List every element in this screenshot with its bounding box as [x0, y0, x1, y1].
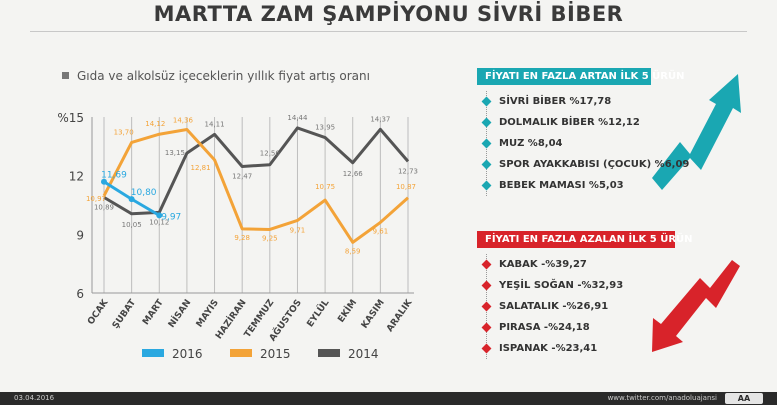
data-label: 14,37 [370, 115, 390, 123]
chart-subtitle-text: Gıda ve alkolsüz içeceklerin yıllık fiya… [77, 69, 370, 83]
top-decreases-list: KABAK -%39,27 YEŞİL SOĞAN -%32,93 SALATA… [481, 254, 624, 359]
list-item: BEBEK MAMASI %5,03 [481, 175, 689, 196]
list-item-label: DOLMALIK BİBER %12,12 [499, 117, 640, 128]
data-label: 12,47 [232, 172, 252, 180]
data-label: 10,89 [94, 203, 114, 211]
y-tick-label: 12 [69, 170, 84, 184]
data-label: 14,36 [173, 117, 194, 125]
data-label: 10,87 [396, 183, 416, 191]
list-item-label: ISPANAK -%23,41 [499, 343, 598, 354]
series-line-2015 [102, 128, 409, 244]
data-label: 10,80 [131, 188, 157, 198]
data-label: 9,61 [373, 227, 389, 235]
data-label: 12,66 [343, 170, 364, 178]
list-item-label: SPOR AYAKKABISI (ÇOCUK) %6,09 [499, 159, 690, 170]
legend-2015: 2015 [230, 347, 291, 361]
list-item: DOLMALIK BİBER %12,12 [481, 112, 689, 133]
data-label: 14,12 [145, 120, 165, 128]
data-label: 9,71 [290, 226, 306, 234]
page-title: MARTTA ZAM ŞAMPİYONU SİVRİ BİBER [153, 2, 624, 26]
data-label: 8,59 [345, 247, 361, 255]
down-trend-arrow-icon [652, 260, 740, 352]
data-label: 9,97 [161, 212, 181, 222]
data-point [101, 178, 107, 185]
list-item: SPOR AYAKKABISI (ÇOCUK) %6,09 [481, 154, 690, 175]
y-axis-label: %15 [57, 111, 84, 125]
top-increases-heading: FİYATI EN FAZLA ARTAN İLK 5 ÜRÜN [477, 68, 684, 85]
x-tick-label: MAYIS [195, 298, 221, 329]
data-label: 13,95 [315, 124, 335, 132]
data-label: 11,69 [101, 171, 127, 181]
data-label: 12,73 [398, 167, 418, 175]
chart-series [101, 126, 410, 244]
legend-2014: 2014 [318, 347, 379, 361]
list-item: SALATALIK -%26,91 [481, 296, 623, 317]
x-tick-label: MART [141, 297, 166, 327]
data-label: 14,11 [205, 120, 225, 128]
list-item-label: PIRASA -%24,18 [499, 322, 590, 333]
legend-label-2014: 2014 [348, 347, 379, 361]
legend-label-2016: 2016 [172, 347, 203, 361]
top-decreases-heading: FİYATI EN FAZLA AZALAN İLK 5 ÜRÜN [477, 231, 693, 248]
x-tick-label: NİSAN [166, 297, 193, 329]
data-label: 9,25 [262, 234, 278, 242]
list-item: MUZ %8,04 [481, 133, 689, 154]
data-label: 10,97 [86, 195, 106, 203]
footer-date: 03.04.2016 [14, 394, 55, 402]
data-label: 13,70 [114, 128, 134, 136]
up-trend-arrow-icon [652, 74, 741, 190]
list-item-label: KABAK -%39,27 [499, 259, 587, 270]
legend-label-2015: 2015 [260, 347, 291, 361]
bullet-square-icon [62, 72, 69, 79]
title-divider [30, 31, 747, 32]
y-tick-label: 9 [76, 228, 84, 242]
chart-grid [103, 117, 409, 293]
list-item-label: SALATALIK -%26,91 [499, 301, 609, 312]
footer-bar: 03.04.2016 www.twitter.com/anadoluajansi… [0, 392, 777, 405]
data-label: 13,15 [165, 149, 185, 157]
list-item-label: SİVRİ BİBER %17,78 [499, 96, 612, 107]
list-item: SİVRİ BİBER %17,78 [481, 91, 689, 112]
top-increases-list: SİVRİ BİBER %17,78 DOLMALIK BİBER %12,12… [481, 91, 690, 196]
x-tick-label: EKİM [336, 297, 360, 324]
data-point [128, 196, 135, 203]
list-item: KABAK -%39,27 [481, 254, 623, 275]
data-point [156, 212, 163, 219]
list-item-label: MUZ %8,04 [499, 138, 563, 149]
data-label: 10,05 [122, 221, 142, 229]
data-label: 10,75 [315, 183, 335, 191]
list-item: YEŞİL SOĞAN -%32,93 [481, 275, 624, 296]
chart-subtitle: Gıda ve alkolsüz içeceklerin yıllık fiya… [62, 69, 370, 83]
chart-data-labels: 10,89 10,05 10,12 13,15 14,11 12,47 12,56 14,44… [86, 114, 418, 255]
agency-logo: AA [725, 393, 763, 404]
x-tick-label: KASIM [360, 298, 387, 331]
data-label: 12,81 [191, 164, 211, 172]
x-tick-label: EYLÜL [305, 297, 332, 329]
legend-2016: 2016 [142, 347, 203, 361]
legend-swatch-2016 [142, 349, 164, 357]
list-item-label: BEBEK MAMASI %5,03 [499, 180, 624, 191]
y-tick-label: 6 [76, 287, 84, 301]
footer-url[interactable]: www.twitter.com/anadoluajansi [607, 394, 717, 402]
list-item-label: YEŞİL SOĞAN -%32,93 [499, 280, 624, 291]
x-tick-label: ŞUBAT [111, 297, 139, 331]
data-label: 12,56 [260, 150, 281, 158]
data-label: 10,12 [149, 218, 169, 226]
x-tick-label: ARALIK [385, 297, 415, 334]
data-label: 14,44 [287, 114, 308, 122]
legend-swatch-2014 [318, 349, 340, 357]
trend-arrows [652, 74, 741, 352]
list-item: ISPANAK -%23,41 [481, 338, 623, 359]
x-tick-label: OCAK [86, 297, 111, 327]
list-item: PIRASA -%24,18 [481, 317, 623, 338]
legend-swatch-2015 [230, 349, 252, 357]
data-label: 9,28 [234, 234, 250, 242]
